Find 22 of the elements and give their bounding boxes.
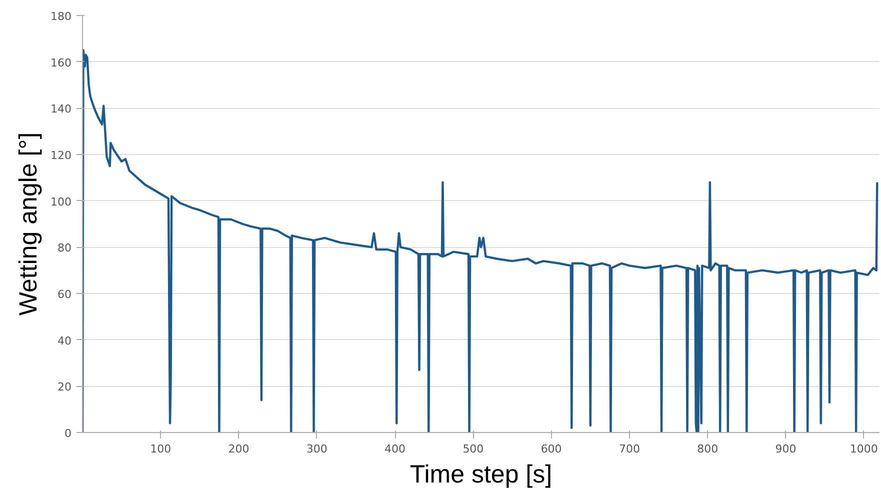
y-tick-label: 80 (58, 242, 72, 255)
y-tick-label: 60 (58, 288, 72, 301)
y-axis-title: Wetting angle [°] (14, 132, 43, 316)
y-tick-label: 100 (50, 195, 72, 208)
x-tick-label: 700 (618, 442, 640, 456)
x-tick-label: 200 (228, 442, 250, 456)
y-tick-label: 140 (50, 102, 72, 116)
x-tick-label: 1000 (850, 442, 878, 456)
x-tick-label: 100 (150, 442, 172, 456)
x-axis-title: Time step [s] (410, 460, 552, 488)
x-tick-label: 500 (462, 442, 484, 456)
y-tick-label: 180 (50, 10, 72, 23)
x-tick-label: 400 (384, 442, 406, 456)
y-tick-label: 20 (58, 380, 72, 394)
y-tick-label: 0 (64, 427, 72, 440)
x-tick-label: 900 (775, 442, 796, 456)
x-tick-label: 300 (306, 442, 328, 456)
x-tick-label: 800 (697, 442, 718, 456)
x-tick-label: 600 (540, 442, 562, 456)
y-tick-label: 40 (58, 334, 72, 348)
y-tick-label: 120 (50, 149, 72, 162)
y-tick-label: 160 (50, 56, 72, 70)
